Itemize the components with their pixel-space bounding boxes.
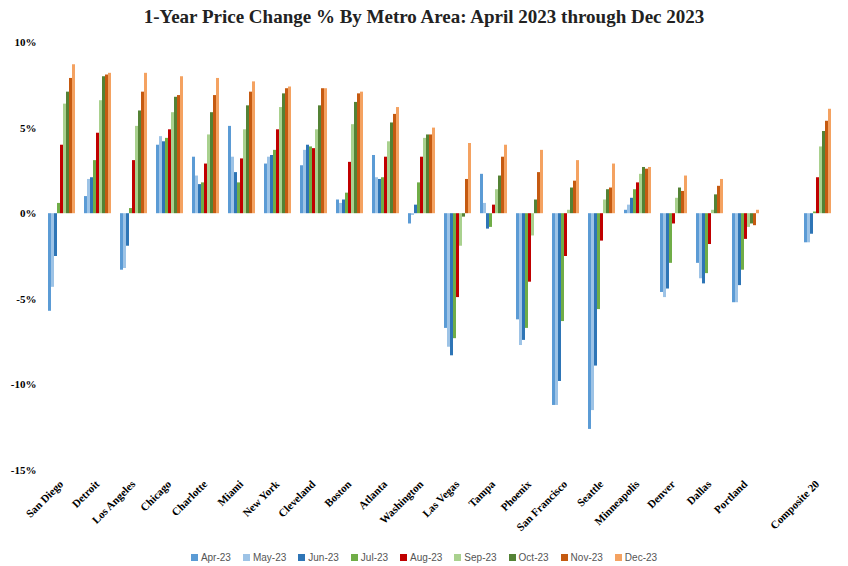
html-text:1-Year Price Change % By Metro: 1-Year Price Change % By Metro Area: Apr… <box>143 6 705 27</box>
svg-text:10%: 10% <box>15 36 37 48</box>
svg-text:Chicago: Chicago <box>138 477 174 513</box>
html-text:Jun-23: Jun-23 <box>308 551 339 563</box>
svg-text:Tampa: Tampa <box>466 477 498 509</box>
svg-text:San Francisco: San Francisco <box>514 477 570 533</box>
html-text:Dec-23: Dec-23 <box>624 551 658 563</box>
svg-text:Los Angeles: Los Angeles <box>89 477 138 526</box>
svg-text:Minneapolis: Minneapolis <box>592 477 642 527</box>
svg-text:Boston: Boston <box>322 478 353 509</box>
svg-text:Phoenix: Phoenix <box>498 477 534 513</box>
svg-text:-10%: -10% <box>11 378 37 390</box>
html-text:Oct-23: Oct-23 <box>518 551 549 563</box>
svg-text:Denver: Denver <box>645 478 678 511</box>
svg-text:Composite 20: Composite 20 <box>768 477 822 531</box>
svg-text:Cleveland: Cleveland <box>276 478 318 520</box>
html-text:May-23: May-23 <box>252 551 287 563</box>
svg-text:Atlanta: Atlanta <box>356 477 390 511</box>
svg-text:Seattle: Seattle <box>574 478 605 509</box>
svg-text:-5%: -5% <box>16 293 36 305</box>
html-text:Apr-23: Apr-23 <box>200 551 231 563</box>
svg-text:Dallas: Dallas <box>684 477 714 507</box>
svg-text:Miami: Miami <box>215 478 246 509</box>
svg-text:-15%: -15% <box>11 464 37 476</box>
svg-text:5%: 5% <box>20 122 37 134</box>
svg-text:Detroit: Detroit <box>69 478 101 510</box>
svg-text:Washington: Washington <box>377 478 425 526</box>
svg-text:Charlotte: Charlotte <box>169 478 210 519</box>
svg-text:New York: New York <box>240 477 282 519</box>
svg-text:Las Vegas: Las Vegas <box>420 477 462 519</box>
html-text:Sep-23: Sep-23 <box>464 551 497 563</box>
html-text:Jul-23: Jul-23 <box>360 551 389 563</box>
html-text:Aug-23: Aug-23 <box>410 551 443 563</box>
html-text:Nov-23: Nov-23 <box>570 551 603 563</box>
svg-text:Portland: Portland <box>712 478 750 516</box>
svg-text:San Diego: San Diego <box>23 477 65 519</box>
svg-text:0%: 0% <box>20 207 37 219</box>
